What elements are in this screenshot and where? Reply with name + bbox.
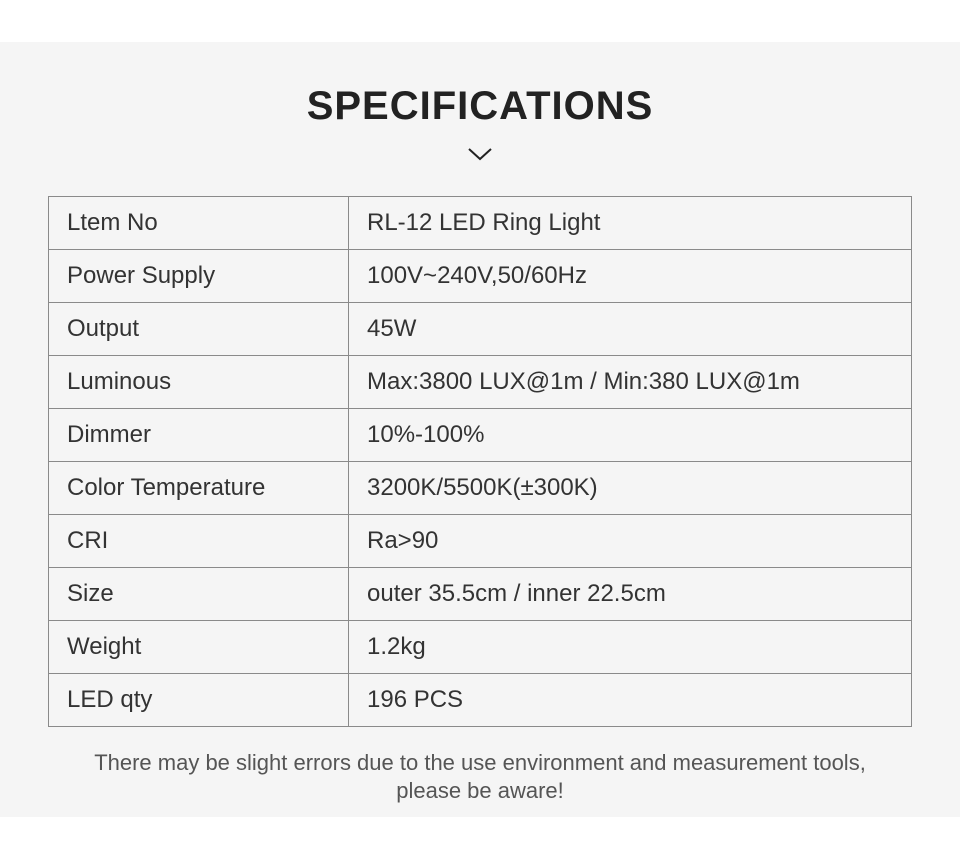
spec-value: outer 35.5cm / inner 22.5cm bbox=[349, 568, 912, 621]
chevron-down-icon bbox=[0, 147, 960, 166]
spec-label: Dimmer bbox=[49, 409, 349, 462]
table-row: Luminous Max:3800 LUX@1m / Min:380 LUX@1… bbox=[49, 356, 912, 409]
spec-table-body: Ltem No RL-12 LED Ring Light Power Suppl… bbox=[49, 197, 912, 727]
page: SPECIFICATIONS Ltem No RL-12 LED Ring Li… bbox=[0, 0, 960, 859]
spec-value: 10%-100% bbox=[349, 409, 912, 462]
spec-value: Ra>90 bbox=[349, 515, 912, 568]
page-title: SPECIFICATIONS bbox=[0, 84, 960, 129]
spec-panel: SPECIFICATIONS Ltem No RL-12 LED Ring Li… bbox=[0, 42, 960, 817]
footnote-line2: please be aware! bbox=[396, 778, 564, 803]
table-row: Output 45W bbox=[49, 303, 912, 356]
table-row: Color Temperature 3200K/5500K(±300K) bbox=[49, 462, 912, 515]
spec-label: Color Temperature bbox=[49, 462, 349, 515]
spec-label: CRI bbox=[49, 515, 349, 568]
table-row: Ltem No RL-12 LED Ring Light bbox=[49, 197, 912, 250]
table-row: LED qty 196 PCS bbox=[49, 674, 912, 727]
table-row: Power Supply 100V~240V,50/60Hz bbox=[49, 250, 912, 303]
table-row: Size outer 35.5cm / inner 22.5cm bbox=[49, 568, 912, 621]
spec-label: Luminous bbox=[49, 356, 349, 409]
spec-label: Ltem No bbox=[49, 197, 349, 250]
spec-label: Weight bbox=[49, 621, 349, 674]
spec-value: 100V~240V,50/60Hz bbox=[349, 250, 912, 303]
spec-value: RL-12 LED Ring Light bbox=[349, 197, 912, 250]
table-row: Dimmer 10%-100% bbox=[49, 409, 912, 462]
spec-value: 1.2kg bbox=[349, 621, 912, 674]
spec-table: Ltem No RL-12 LED Ring Light Power Suppl… bbox=[48, 196, 912, 727]
spec-label: Power Supply bbox=[49, 250, 349, 303]
spec-value: 45W bbox=[349, 303, 912, 356]
footnote-line1: There may be slight errors due to the us… bbox=[94, 750, 866, 775]
spec-value: Max:3800 LUX@1m / Min:380 LUX@1m bbox=[349, 356, 912, 409]
footnote: There may be slight errors due to the us… bbox=[0, 749, 960, 804]
spec-value: 3200K/5500K(±300K) bbox=[349, 462, 912, 515]
spec-value: 196 PCS bbox=[349, 674, 912, 727]
table-row: CRI Ra>90 bbox=[49, 515, 912, 568]
spec-label: LED qty bbox=[49, 674, 349, 727]
spec-label: Size bbox=[49, 568, 349, 621]
table-row: Weight 1.2kg bbox=[49, 621, 912, 674]
spec-label: Output bbox=[49, 303, 349, 356]
